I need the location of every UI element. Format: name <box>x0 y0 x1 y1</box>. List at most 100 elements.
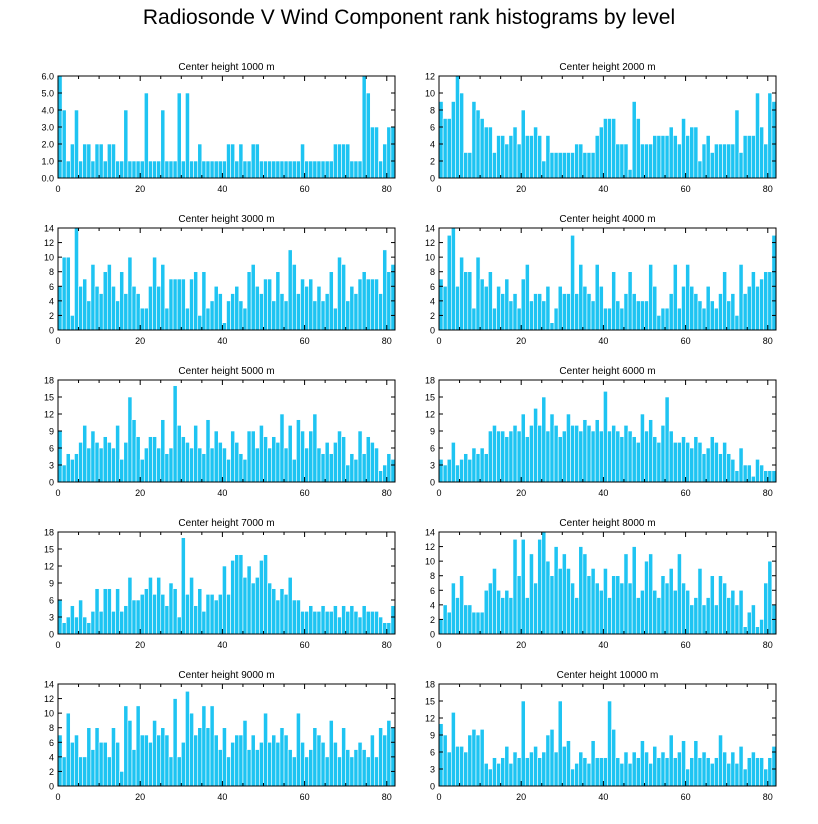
y-tick-label: 0.0 <box>41 174 54 184</box>
histogram-bar <box>275 442 281 483</box>
histogram-bar <box>119 611 125 635</box>
histogram-bar <box>664 135 670 179</box>
histogram-bar <box>500 293 506 331</box>
histogram-bar <box>74 734 79 787</box>
histogram-bar <box>176 756 182 787</box>
histogram-bar <box>152 594 157 635</box>
x-tick-label: 60 <box>681 640 691 650</box>
histogram-bar <box>234 160 240 179</box>
histogram-bar <box>98 611 104 635</box>
histogram-bar <box>300 278 305 331</box>
histogram-bar <box>520 538 526 635</box>
histogram-bar <box>603 307 608 331</box>
histogram-bar <box>463 152 469 179</box>
histogram-bar <box>718 453 723 483</box>
histogram-bar <box>390 126 396 179</box>
histogram-bar <box>623 293 629 331</box>
histogram-bar <box>328 271 334 331</box>
histogram-bar <box>94 588 100 635</box>
histogram-bar <box>102 741 108 787</box>
histogram-bar <box>520 413 526 483</box>
histogram-bar <box>111 447 116 483</box>
histogram-bar <box>222 447 227 483</box>
panel-title: Center height 7000 m <box>178 518 274 529</box>
histogram-bar <box>185 594 190 635</box>
histogram-bar <box>529 553 534 635</box>
histogram-bar <box>127 396 133 483</box>
histogram-bar <box>357 160 363 179</box>
histogram-bar <box>520 109 526 179</box>
histogram-bar <box>213 734 219 787</box>
histogram-bar <box>767 92 773 179</box>
histogram-bar <box>61 464 67 483</box>
histogram-bar <box>209 447 215 483</box>
histogram-bar <box>722 751 727 787</box>
histogram-bar <box>193 160 199 179</box>
y-tick-label: 8 <box>49 723 54 733</box>
x-tick-label: 60 <box>681 184 691 194</box>
histogram-bar <box>185 442 190 483</box>
histogram-bar <box>320 605 326 635</box>
histogram-bar <box>197 143 203 179</box>
histogram-bar <box>545 560 551 635</box>
histogram-bar <box>718 293 723 331</box>
histogram-bar <box>726 300 732 331</box>
histogram-bar <box>755 285 760 331</box>
histogram-bar <box>345 300 351 331</box>
histogram-bar <box>197 588 203 635</box>
histogram-bar <box>533 582 538 635</box>
histogram-bar <box>254 285 260 331</box>
histogram-bar <box>172 278 178 331</box>
histogram-bar <box>451 442 456 483</box>
histogram-bar <box>746 285 752 331</box>
histogram-bar <box>296 599 301 635</box>
histogram-bar <box>607 700 612 787</box>
histogram-bar <box>370 126 375 179</box>
histogram-bar <box>90 430 96 483</box>
histogram-bar <box>738 746 744 787</box>
histogram-bar <box>615 575 621 635</box>
histogram-bar <box>668 568 674 635</box>
histogram-bar <box>238 300 244 331</box>
histogram-bar <box>156 734 162 787</box>
histogram-bar <box>238 143 244 179</box>
x-tick-label: 0 <box>55 640 60 650</box>
histogram-bar <box>82 143 88 179</box>
histogram-bar <box>337 430 342 483</box>
histogram-bar <box>668 293 674 331</box>
histogram-bar <box>213 599 219 635</box>
histogram-bar <box>751 271 756 331</box>
histogram-bar <box>718 575 723 635</box>
histogram-bar <box>611 729 617 787</box>
panel-title: Center height 8000 m <box>559 518 655 529</box>
histogram-bar <box>279 588 285 635</box>
histogram-bar <box>607 597 612 635</box>
histogram-bar <box>230 560 236 635</box>
histogram-bar <box>259 293 264 331</box>
histogram-bar <box>500 757 506 787</box>
histogram-bar <box>328 720 334 787</box>
histogram-bar <box>180 160 186 179</box>
histogram-bar <box>152 256 157 331</box>
histogram-bar <box>685 135 691 179</box>
histogram-bar <box>341 436 346 483</box>
y-tick-label: 0 <box>430 630 435 640</box>
histogram-bar <box>730 293 736 331</box>
histogram-bar <box>623 751 629 787</box>
panel-title: Center height 5000 m <box>178 366 274 377</box>
histogram-bar <box>549 729 555 787</box>
x-tick-label: 80 <box>382 336 392 346</box>
histogram-bar <box>135 160 141 179</box>
histogram-bar <box>304 611 309 635</box>
histogram-bar <box>287 249 293 331</box>
y-tick-label: 10 <box>44 709 54 719</box>
histogram-bar <box>222 727 227 787</box>
histogram-bar <box>545 430 551 483</box>
x-tick-label: 20 <box>516 184 526 194</box>
y-tick-label: 15 <box>425 697 435 707</box>
histogram-bar <box>386 453 392 483</box>
histogram-bar <box>127 720 133 787</box>
histogram-bar <box>607 118 612 179</box>
histogram-bar <box>357 741 363 787</box>
x-tick-label: 60 <box>681 488 691 498</box>
